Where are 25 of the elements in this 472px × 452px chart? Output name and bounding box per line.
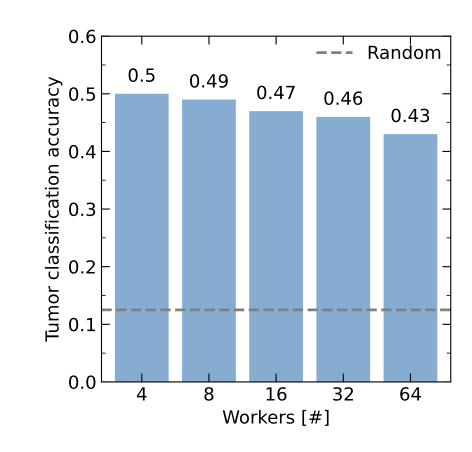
data-label: 0.43 xyxy=(392,108,430,122)
data-label: 0.5 xyxy=(128,68,155,82)
bar xyxy=(384,134,438,382)
bar xyxy=(182,100,236,382)
y-tick-label: 0.3 xyxy=(69,202,96,216)
data-label: 0.49 xyxy=(190,74,228,88)
y-tick-label: 0.2 xyxy=(69,260,95,274)
bar xyxy=(114,94,169,382)
y-tick-label: 0.6 xyxy=(69,30,96,44)
x-tick-label: 8 xyxy=(204,387,214,401)
data-label: 0.47 xyxy=(257,86,295,100)
bar xyxy=(316,116,370,382)
y-axis-title: Tumor classification accuracy xyxy=(44,76,62,342)
x-tick-label: 4 xyxy=(136,387,147,401)
x-tick-label: 32 xyxy=(333,387,353,401)
x-axis-title: Workers [#] xyxy=(222,410,329,426)
legend-label: Random xyxy=(368,45,440,60)
y-tick-label: 0.4 xyxy=(69,144,96,159)
y-tick-label: 0.5 xyxy=(69,87,96,101)
x-tick-label: 16 xyxy=(266,387,286,401)
bar xyxy=(249,111,303,382)
y-tick-label: 0.0 xyxy=(69,375,96,390)
x-tick-label: 64 xyxy=(400,387,421,401)
y-tick-label: 0.1 xyxy=(69,318,95,332)
data-label: 0.46 xyxy=(324,91,362,106)
